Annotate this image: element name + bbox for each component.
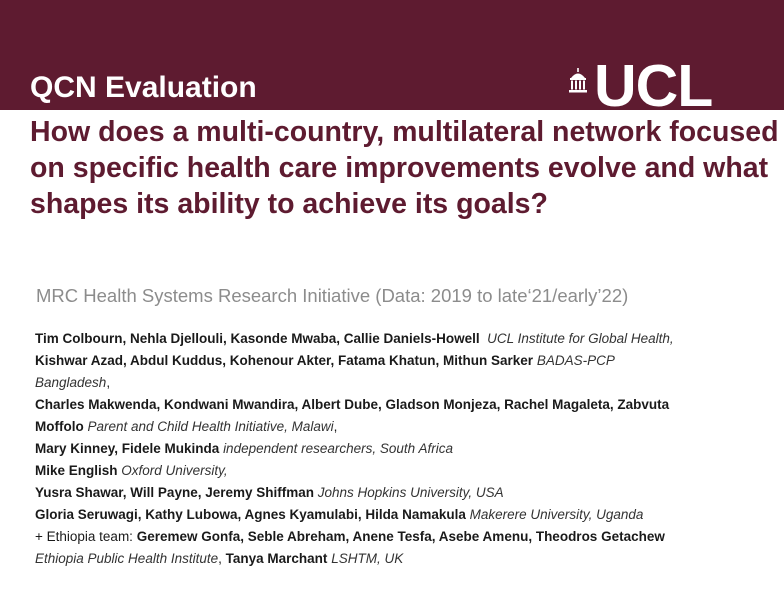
separator: ,	[218, 551, 222, 566]
affiliation: Parent and Child Health Initiative, Mala…	[87, 419, 334, 434]
header-banner	[0, 0, 784, 110]
affiliation: LSHTM, UK	[331, 551, 404, 566]
author-line: Yusra Shawar, Will Payne, Jeremy Shiffma…	[35, 482, 780, 504]
research-question: How does a multi-country, multilateral n…	[30, 116, 779, 220]
affiliation: Ethiopia Public Health Institute	[35, 551, 219, 566]
affiliation: Makerere University, Uganda	[469, 507, 644, 522]
subtitle: MRC Health Systems Research Initiative (…	[36, 285, 629, 306]
affiliation: BADAS-PCP	[536, 353, 615, 368]
slide-title: QCN Evaluation	[30, 71, 257, 104]
author-names: Tim Colbourn, Nehla Djellouli, Kasonde M…	[35, 331, 480, 346]
affiliation: UCL Institute for Global Health,	[487, 331, 674, 346]
author-line: Tim Colbourn, Nehla Djellouli, Kasonde M…	[35, 328, 780, 350]
author-line: Ethiopia Public Health Institute, Tanya …	[35, 548, 780, 570]
ucl-logo: UCL	[568, 53, 768, 119]
author-names: Kishwar Azad, Abdul Kuddus, Kohenour Akt…	[35, 353, 534, 368]
author-names: Charles Makwenda, Kondwani Mwandira, Alb…	[35, 397, 670, 412]
author-names: Gloria Seruwagi, Kathy Lubowa, Agnes Kya…	[35, 507, 466, 522]
author-line: Mary Kinney, Fidele Mukinda independent …	[35, 438, 780, 460]
author-names: Mary Kinney, Fidele Mukinda	[35, 441, 220, 456]
affiliation: Oxford University,	[121, 463, 228, 478]
author-line: Mike English Oxford University,	[35, 460, 780, 482]
author-names: Mike English	[35, 463, 118, 478]
separator: ,	[106, 375, 111, 390]
author-names: Geremew Gonfa, Seble Abreham, Anene Tesf…	[136, 529, 665, 544]
author-list: Tim Colbourn, Nehla Djellouli, Kasonde M…	[35, 328, 780, 570]
affiliation: Bangladesh	[35, 375, 107, 390]
author-line: Bangladesh,	[35, 372, 780, 394]
author-line: Gloria Seruwagi, Kathy Lubowa, Agnes Kya…	[35, 504, 780, 526]
portico-icon	[569, 68, 587, 93]
author-names: Moffolo	[35, 419, 84, 434]
affiliation: Johns Hopkins University, USA	[317, 485, 504, 500]
author-line: Moffolo Parent and Child Health Initiati…	[35, 416, 780, 438]
team-prefix: + Ethiopia team:	[35, 529, 133, 544]
author-line: Kishwar Azad, Abdul Kuddus, Kohenour Akt…	[35, 350, 780, 372]
author-names: Yusra Shawar, Will Payne, Jeremy Shiffma…	[35, 485, 314, 500]
author-line: + Ethiopia team: Geremew Gonfa, Seble Ab…	[35, 526, 780, 548]
affiliation: independent researchers, South Africa	[223, 441, 453, 456]
separator: ,	[333, 419, 338, 434]
author-names: Tanya Marchant	[225, 551, 328, 566]
logo-text: UCL	[594, 53, 713, 119]
author-line: Charles Makwenda, Kondwani Mwandira, Alb…	[35, 394, 780, 416]
